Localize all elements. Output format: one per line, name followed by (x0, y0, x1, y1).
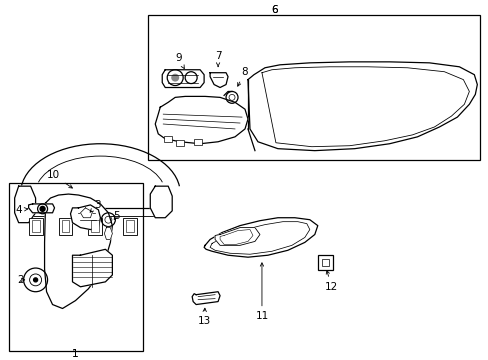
Bar (59, 218, 72, 235)
Bar (9, 183, 143, 351)
Polygon shape (155, 96, 247, 144)
Bar (61, 220, 69, 231)
Text: 8: 8 (237, 67, 248, 86)
Text: 6: 6 (271, 5, 278, 14)
Text: 1: 1 (72, 349, 79, 359)
Polygon shape (70, 205, 100, 230)
Polygon shape (29, 204, 55, 213)
Circle shape (171, 74, 179, 82)
Bar (321, 259, 328, 266)
Text: 7: 7 (214, 51, 221, 67)
Polygon shape (104, 228, 112, 239)
Bar (176, 140, 184, 146)
Bar (164, 136, 172, 142)
Polygon shape (162, 70, 203, 87)
Text: 13: 13 (197, 308, 210, 326)
Bar (29, 218, 42, 235)
Text: 2: 2 (17, 275, 24, 285)
Bar (123, 218, 137, 235)
Bar (91, 220, 99, 231)
Bar (88, 218, 102, 235)
Polygon shape (72, 249, 112, 287)
Polygon shape (247, 62, 476, 150)
Polygon shape (210, 73, 227, 87)
Polygon shape (215, 228, 260, 246)
Text: 11: 11 (255, 263, 268, 321)
Text: 5: 5 (113, 211, 120, 221)
Bar (32, 220, 40, 231)
Polygon shape (150, 186, 172, 218)
Polygon shape (192, 292, 220, 305)
Bar (126, 220, 134, 231)
Polygon shape (44, 194, 112, 309)
Text: 3: 3 (90, 200, 101, 212)
Circle shape (34, 278, 38, 282)
Text: 4: 4 (15, 205, 28, 215)
Polygon shape (15, 186, 36, 223)
Text: 10: 10 (47, 170, 72, 188)
Text: 6: 6 (271, 5, 278, 14)
Polygon shape (81, 208, 92, 218)
Text: 12: 12 (325, 271, 338, 292)
Bar (148, 14, 479, 159)
Text: 1: 1 (72, 349, 79, 359)
Circle shape (40, 206, 45, 211)
Bar (317, 255, 332, 270)
Bar (194, 139, 202, 145)
Text: 9: 9 (175, 53, 184, 68)
Polygon shape (203, 218, 317, 257)
